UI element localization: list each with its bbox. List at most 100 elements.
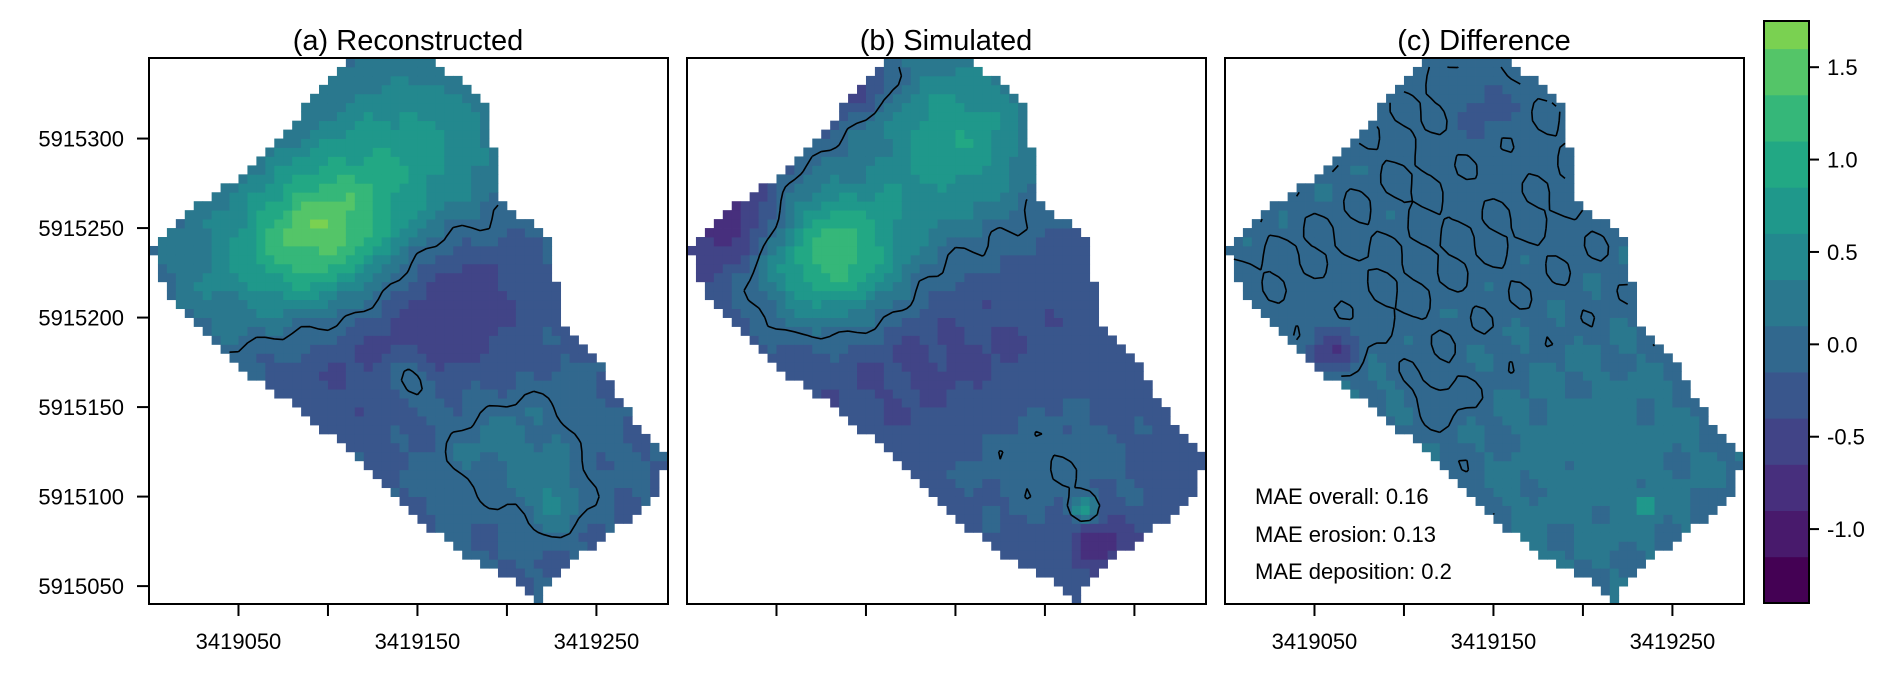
heat-cell (794, 165, 804, 175)
heat-cell (506, 424, 517, 435)
heat-cell (892, 389, 903, 399)
heat-cell (812, 389, 822, 399)
heat-cell (1448, 245, 1459, 256)
heat-cell (372, 416, 383, 426)
heat-cell (964, 505, 974, 515)
heat-cell (211, 290, 221, 301)
heat-cell (1009, 389, 1019, 399)
heat-cell (1152, 424, 1162, 435)
heat-cell (1000, 460, 1010, 471)
heat-cell (910, 75, 921, 86)
heat-cell (596, 496, 606, 506)
heat-cell (1520, 442, 1530, 453)
heat-cell (1439, 344, 1450, 354)
heat-cell (767, 192, 777, 202)
heat-cell (794, 174, 804, 184)
heat-cell (336, 353, 347, 363)
heat-cell (363, 433, 374, 444)
heat-cell (1305, 254, 1315, 265)
heat-cell (426, 308, 436, 318)
heat-cell (417, 353, 427, 363)
heat-cell (928, 389, 938, 399)
heat-cell (955, 416, 965, 426)
heat-cell (901, 290, 912, 301)
heat-cell (1341, 165, 1351, 175)
heat-cell (256, 183, 266, 193)
heat-cell (901, 111, 912, 122)
heat-cell (982, 299, 992, 310)
heat-cell (1089, 550, 1100, 560)
heat-cell (839, 102, 849, 113)
heat-cell (301, 407, 311, 417)
heat-cell (937, 263, 947, 274)
heat-cell (767, 219, 777, 229)
heat-cell (229, 317, 239, 327)
heat-cell (1493, 362, 1503, 372)
heat-cell (426, 183, 436, 193)
heat-cell (1403, 335, 1414, 345)
heat-cell (292, 219, 302, 229)
heat-cell (1439, 317, 1450, 327)
heat-cell (1493, 254, 1503, 265)
heat-cell (1287, 263, 1297, 274)
heat-cell (471, 129, 481, 139)
heat-cell (587, 469, 597, 480)
heat-cell (372, 138, 383, 148)
heat-cell (408, 442, 418, 453)
heat-cell (1080, 389, 1091, 399)
heat-cell (1493, 317, 1503, 327)
heat-cell (399, 174, 409, 184)
heat-cell (982, 496, 992, 506)
heat-cell (301, 138, 311, 148)
heat-cell (166, 290, 177, 301)
heat-cell (1044, 353, 1055, 363)
heat-cell (1556, 389, 1566, 399)
heat-cell (1044, 254, 1055, 265)
heat-cell (292, 290, 302, 301)
heat-cell (354, 58, 365, 68)
heat-cell (937, 147, 947, 157)
heat-cell (184, 299, 195, 310)
heat-cell (1359, 237, 1369, 247)
heat-cell (417, 254, 427, 265)
heat-cell (1475, 389, 1485, 399)
heat-cell (319, 237, 329, 247)
heat-cell (839, 192, 849, 202)
heat-cell (1430, 228, 1441, 238)
heat-cell (928, 263, 938, 274)
heat-cell (551, 308, 562, 318)
heat-cell (471, 496, 481, 506)
heat-cell (1520, 353, 1530, 363)
heat-cell (803, 210, 813, 220)
heat-cell (982, 389, 992, 399)
heat-cell (1520, 75, 1530, 86)
heat-cell (1421, 416, 1432, 426)
heat-cell (1035, 514, 1046, 524)
heat-cell (1430, 317, 1441, 327)
heat-cell (883, 326, 894, 336)
heat-cell (1502, 263, 1512, 274)
heat-cell (1520, 254, 1530, 265)
heat-cell (1520, 272, 1530, 283)
heat-cell (1009, 505, 1019, 515)
heat-cell (426, 263, 436, 274)
heat-cell (776, 219, 786, 229)
heat-cell (1018, 344, 1028, 354)
heat-cell (1287, 272, 1297, 283)
heat-cell (1143, 514, 1153, 524)
heat-cell (883, 174, 894, 184)
heat-cell (955, 192, 965, 202)
heat-cell (928, 380, 938, 390)
heat-cell (336, 183, 347, 193)
heat-cell (1071, 451, 1082, 462)
heat-cell (435, 416, 445, 426)
heat-cell (964, 254, 974, 265)
heat-cell (1421, 219, 1432, 229)
heat-cell (1484, 129, 1494, 139)
heat-cell (354, 308, 365, 318)
heat-cell (1538, 84, 1548, 95)
heat-cell (1089, 424, 1100, 435)
heatmap-simulated (687, 58, 1206, 604)
heat-cell (1529, 451, 1539, 462)
heat-cell (1089, 478, 1100, 489)
